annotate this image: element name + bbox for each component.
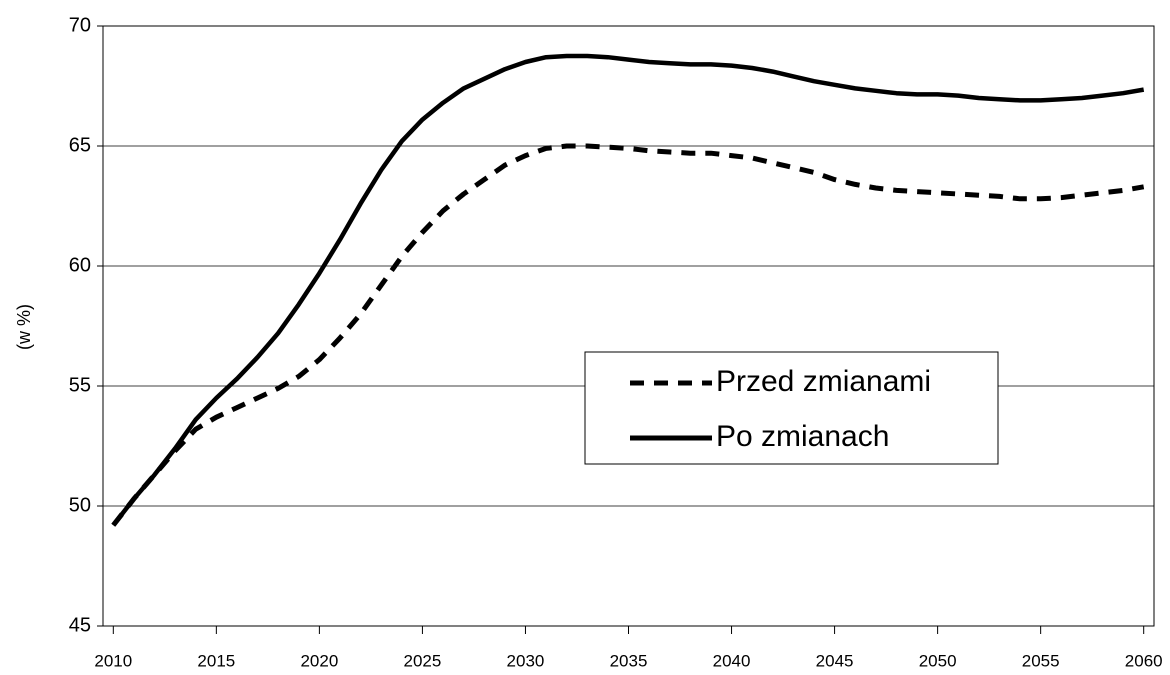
x-tick-label: 2040	[713, 651, 751, 670]
x-tick-label: 2020	[300, 651, 338, 670]
y-tick-label: 50	[69, 494, 91, 516]
x-tick-label: 2030	[507, 651, 545, 670]
x-tick-label: 2025	[404, 651, 442, 670]
x-tick-label: 2060	[1125, 651, 1163, 670]
legend-box	[584, 351, 999, 465]
x-tick-label: 2055	[1022, 651, 1060, 670]
y-tick-label: 65	[69, 134, 91, 156]
x-tick-label: 2035	[610, 651, 648, 670]
legend-label: Po zmianach	[716, 420, 889, 453]
x-tick-label: 2050	[919, 651, 957, 670]
y-tick-label: 60	[69, 254, 91, 276]
x-tick-label: 2045	[816, 651, 854, 670]
y-tick-label: 55	[69, 374, 91, 396]
series-line	[111, 53, 1145, 527]
y-axis-label: (w %)	[14, 304, 34, 350]
legend-label: Przed zmianami	[716, 365, 931, 398]
series-line	[111, 143, 1145, 527]
plot-border	[102, 25, 1155, 627]
x-tick-label: 2015	[197, 651, 235, 670]
y-tick-label: 70	[69, 14, 91, 36]
y-tick-label: 45	[69, 614, 91, 636]
x-tick-label: 2010	[94, 651, 132, 670]
